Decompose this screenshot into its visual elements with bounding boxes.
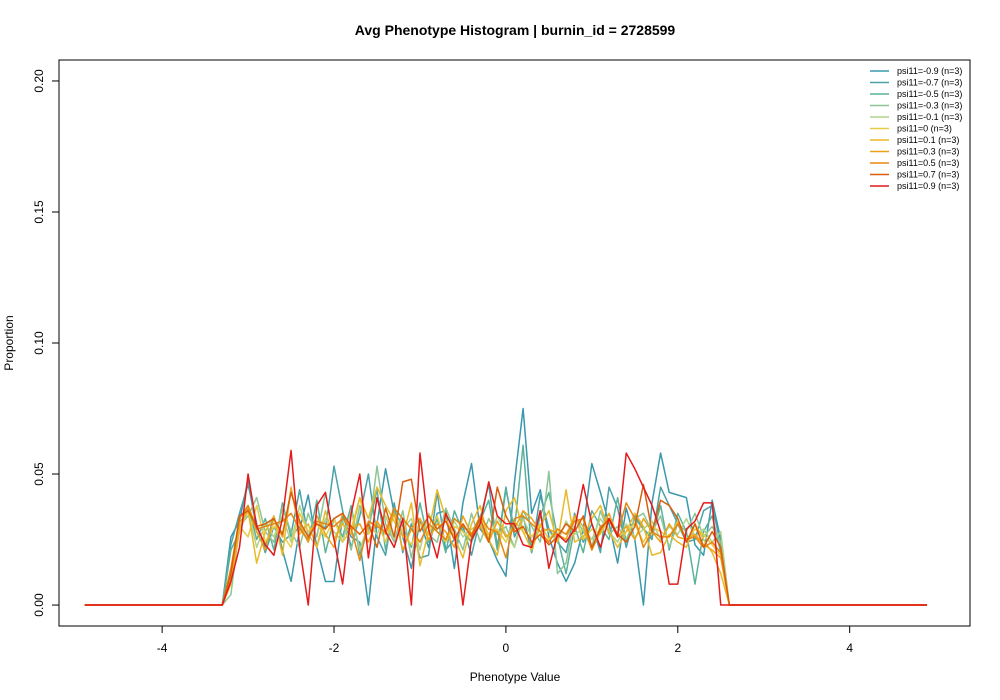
series-line (84, 486, 928, 606)
plot-frame (58, 59, 971, 627)
legend-label: psi11=-0.5 (n=3) (897, 89, 962, 99)
y-axis: 0.00 0.05 0.10 0.15 0.20 (32, 69, 59, 617)
x-axis-title: Phenotype Value (470, 670, 561, 684)
y-axis-title: Proportion (2, 315, 16, 370)
legend-label: psi11=0.3 (n=3) (897, 147, 959, 157)
legend-label: psi11=-0.9 (n=3) (897, 66, 962, 76)
y-tick-label: 0.20 (32, 69, 46, 93)
x-axis: -4 -2 0 2 4 (157, 626, 853, 655)
chart-title: Avg Phenotype Histogram | burnin_id = 27… (355, 22, 676, 38)
series-line (84, 407, 928, 606)
legend-label: psi11=-0.3 (n=3) (897, 101, 962, 111)
x-tick-label: -2 (329, 641, 340, 655)
legend-label: psi11=-0.1 (n=3) (897, 112, 962, 122)
series-line (84, 488, 928, 606)
legend-label: psi11=-0.7 (n=3) (897, 78, 962, 88)
y-tick-label: 0.00 (32, 593, 46, 617)
legend-label: psi11=0 (n=3) (897, 124, 952, 134)
series-line (84, 502, 928, 606)
y-tick-label: 0.15 (32, 200, 46, 224)
legend-label: psi11=0.1 (n=3) (897, 135, 959, 145)
legend-label: psi11=0.5 (n=3) (897, 158, 959, 168)
series-line (84, 449, 928, 606)
series-line (84, 444, 928, 606)
y-tick-label: 0.10 (32, 331, 46, 355)
legend: psi11=-0.9 (n=3)psi11=-0.7 (n=3)psi11=-0… (870, 66, 962, 191)
x-tick-label: 0 (503, 641, 510, 655)
legend-label: psi11=0.9 (n=3) (897, 181, 959, 191)
y-tick-label: 0.05 (32, 462, 46, 486)
series-lines (84, 407, 928, 606)
x-tick-label: -4 (157, 641, 168, 655)
x-tick-label: 2 (674, 641, 681, 655)
legend-label: psi11=0.7 (n=3) (897, 170, 959, 180)
x-tick-label: 4 (846, 641, 853, 655)
